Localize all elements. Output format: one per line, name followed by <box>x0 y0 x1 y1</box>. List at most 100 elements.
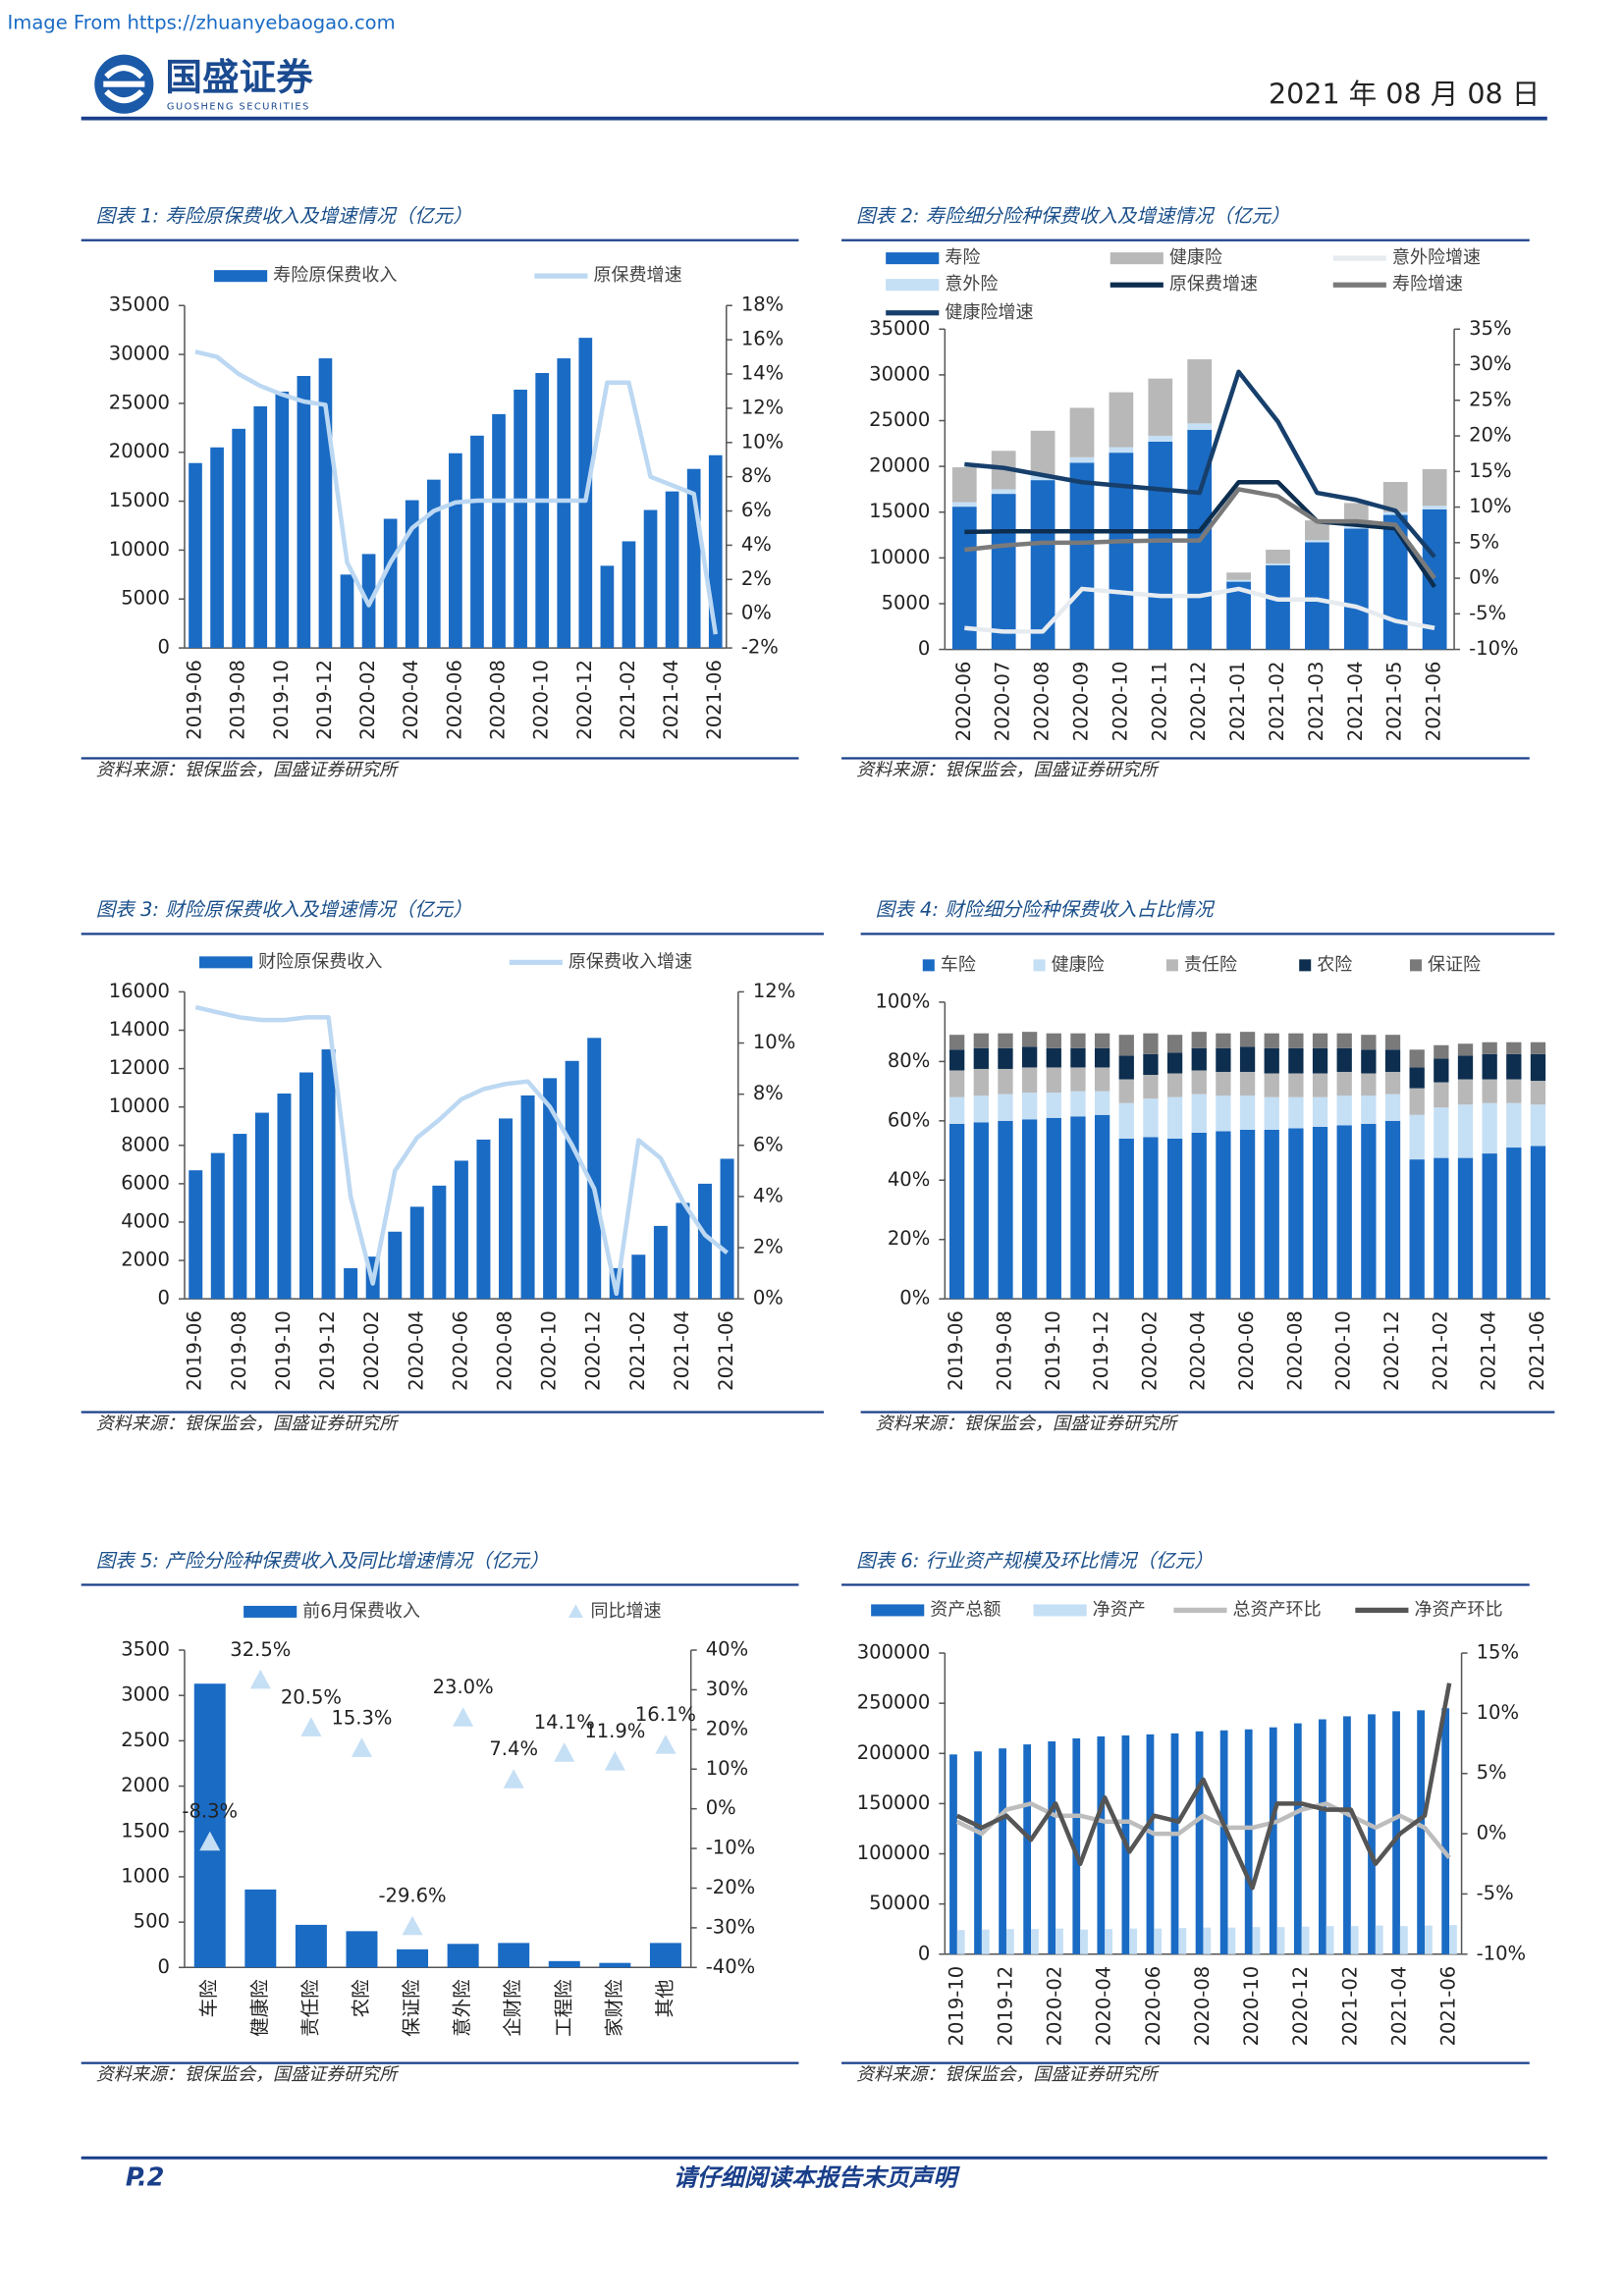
bar <box>643 509 658 649</box>
bar <box>1030 430 1056 475</box>
x-tick-label: 2020-12 <box>1289 1966 1312 2047</box>
x-tick-label: 2020-06 <box>443 660 465 740</box>
y-tick-label: 3500 <box>121 1638 170 1661</box>
y2-tick-label: 0% <box>741 602 772 624</box>
bar <box>949 1035 965 1050</box>
logo <box>94 54 154 114</box>
x-tick-label: 2021-04 <box>1478 1310 1500 1391</box>
y-tick-label: 20% <box>888 1227 930 1250</box>
x-tick-label: 车险 <box>197 1979 220 2018</box>
company-name-en: GUOSHENG SECURITIES <box>167 101 310 112</box>
y-tick-label: 20000 <box>109 440 170 462</box>
bar <box>1482 1053 1497 1080</box>
bar <box>1269 1727 1277 1954</box>
x-tick-label: 2020-10 <box>1240 1966 1263 2047</box>
bar <box>708 454 723 649</box>
bar <box>1094 1047 1110 1068</box>
x-tick-label: 2020-10 <box>1332 1310 1355 1391</box>
title-rule <box>81 239 799 241</box>
x-tick-label: 2021-04 <box>1344 662 1367 742</box>
source-rule <box>841 757 1530 760</box>
bar <box>1434 1107 1449 1158</box>
bar <box>1046 1047 1061 1068</box>
bar <box>1094 1114 1110 1300</box>
x-tick-label: 工程险 <box>552 1979 574 2037</box>
x-tick-label: 2020-04 <box>1187 1310 1210 1391</box>
y2-tick-label: 30% <box>1469 352 1511 375</box>
bar <box>1449 1925 1457 1954</box>
bar <box>1069 407 1095 457</box>
bar <box>1264 1129 1279 1300</box>
title-rule <box>81 933 825 935</box>
y-tick-label: 35000 <box>869 317 930 340</box>
bar <box>1399 1926 1408 1954</box>
y-tick-label: 0 <box>918 1942 930 1964</box>
bar <box>1434 1058 1449 1083</box>
bar <box>1361 1123 1377 1300</box>
growth-marker <box>655 1735 677 1754</box>
bar <box>622 541 636 649</box>
x-tick-label: 2019-12 <box>313 660 336 740</box>
legend-label: 原保费收入增速 <box>568 951 692 972</box>
source-rule <box>860 1411 1555 1414</box>
bar <box>1143 1074 1159 1099</box>
bar <box>1318 1719 1326 1954</box>
x-tick-label: 2021-06 <box>703 660 726 740</box>
bar <box>1146 1734 1155 1954</box>
y-tick-label: 0 <box>157 1955 169 1978</box>
bar <box>1021 1032 1038 1047</box>
legend-label: 净资产 <box>1093 1599 1146 1620</box>
bar <box>193 1683 226 1968</box>
y-tick-label: 60% <box>888 1108 930 1131</box>
source-rule <box>841 2061 1530 2064</box>
bar <box>1143 1033 1159 1054</box>
y2-tick-label: 5% <box>1469 530 1499 553</box>
x-tick-label: 2021-03 <box>1305 662 1327 742</box>
x-tick-label: 2021-06 <box>715 1310 737 1391</box>
bar <box>1288 1073 1304 1097</box>
bar <box>1266 564 1290 650</box>
bar <box>1305 542 1329 650</box>
x-tick-label: 2019-08 <box>993 1310 1015 1391</box>
y2-tick-label: 20% <box>706 1717 748 1739</box>
bar <box>1482 1153 1497 1300</box>
x-tick-label: 2021-02 <box>1338 1966 1361 2047</box>
chart-title: 图表 4: 财险细分险种保费收入占比情况 <box>876 898 1216 921</box>
bar <box>1219 1730 1228 1954</box>
bar <box>1129 1928 1138 1954</box>
legend-label: 保证险 <box>1428 954 1481 975</box>
bar <box>1070 1033 1086 1048</box>
page-number: P.2 <box>126 2163 165 2192</box>
bar <box>1072 1737 1081 1954</box>
legend-label: 健康险增速 <box>945 302 1033 323</box>
source-note: 资料来源：银保监会，国盛证券研究所 <box>856 2064 1161 2085</box>
x-tick-label: 2019-08 <box>228 1310 250 1391</box>
bar <box>1239 1095 1256 1130</box>
x-tick-label: 2020-06 <box>1142 1966 1164 2047</box>
bar <box>275 391 290 649</box>
y2-tick-label: 6% <box>753 1133 784 1155</box>
bar <box>999 1748 1006 1954</box>
x-tick-label: 企财险 <box>502 1979 524 2037</box>
bar <box>665 491 679 649</box>
bar <box>1276 1927 1285 1954</box>
y2-tick-label: 0% <box>753 1287 784 1309</box>
bar <box>454 1160 468 1300</box>
y-tick-label: 40% <box>888 1168 930 1191</box>
bar <box>1293 1723 1302 1954</box>
x-tick-label: 2021-01 <box>1226 662 1249 742</box>
y-tick-label: 20000 <box>869 454 930 477</box>
bar <box>1336 1071 1352 1096</box>
x-tick-label: 2019-06 <box>945 1310 967 1391</box>
bar <box>1005 1929 1014 1954</box>
bar <box>1482 1079 1497 1103</box>
x-tick-label: 2020-10 <box>530 660 553 740</box>
bar <box>1031 1929 1039 1954</box>
bar <box>998 1120 1013 1300</box>
bar <box>1312 1126 1328 1300</box>
bar <box>1216 1131 1231 1300</box>
bar <box>1392 1711 1400 1954</box>
bar <box>1048 1741 1056 1954</box>
y2-tick-label: 18% <box>741 294 784 316</box>
